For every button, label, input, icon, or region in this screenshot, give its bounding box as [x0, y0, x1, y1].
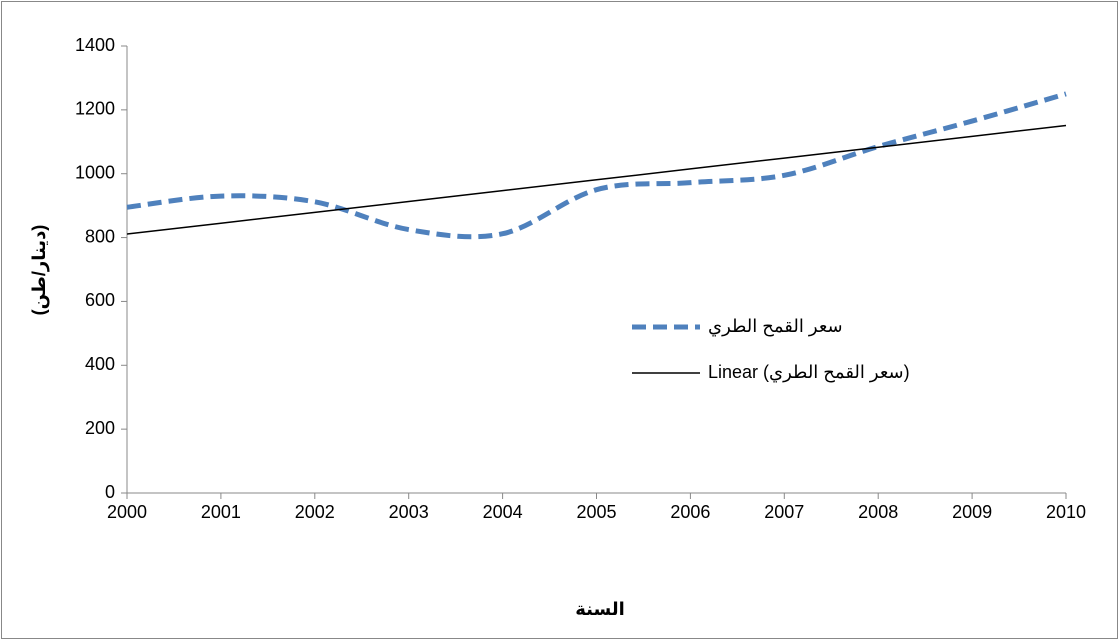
- legend-label: سعر القمح الطري: [708, 316, 843, 337]
- x-tick-label: 2003: [389, 502, 429, 522]
- x-tick-label: 2006: [670, 502, 710, 522]
- legend-label: Linear (سعر القمح الطري): [708, 362, 910, 383]
- x-tick-label: 2009: [952, 502, 992, 522]
- y-tick-label: 1000: [75, 162, 115, 182]
- series-line: [126, 91, 1067, 240]
- x-tick-label: 2001: [201, 502, 241, 522]
- series-line: [126, 124, 1067, 235]
- x-axis-title: السنة: [575, 599, 625, 619]
- y-tick-label: 1400: [75, 35, 115, 55]
- x-tick-label: 2002: [295, 502, 335, 522]
- y-axis-title: (دينار/طن): [29, 225, 50, 316]
- x-tick-label: 2007: [764, 502, 804, 522]
- y-tick-label: 200: [85, 418, 115, 438]
- y-tick-label: 1200: [75, 99, 115, 119]
- x-tick-label: 2010: [1046, 502, 1086, 522]
- y-tick-label: 0: [105, 482, 115, 502]
- y-tick-label: 600: [85, 290, 115, 310]
- y-tick-label: 400: [85, 354, 115, 374]
- x-tick-label: 2008: [858, 502, 898, 522]
- y-tick-label: 800: [85, 226, 115, 246]
- x-tick-label: 2000: [107, 502, 147, 522]
- x-tick-label: 2004: [483, 502, 523, 522]
- x-tick-label: 2005: [576, 502, 616, 522]
